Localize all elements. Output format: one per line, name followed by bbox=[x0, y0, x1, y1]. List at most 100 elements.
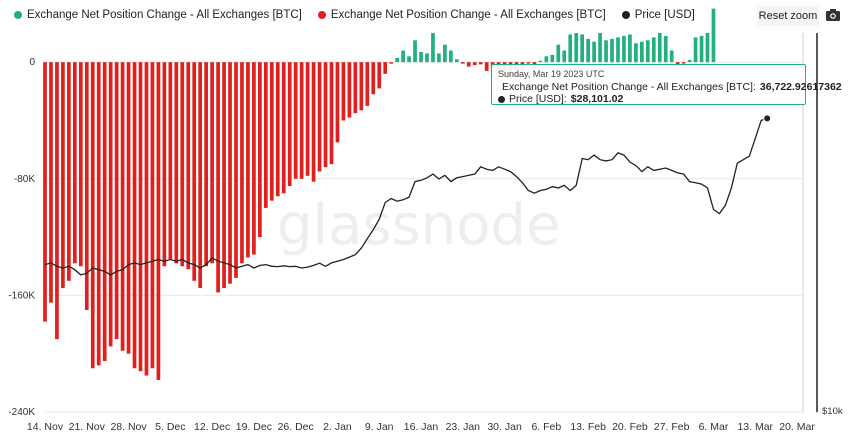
bar bbox=[198, 62, 203, 289]
camera-icon[interactable] bbox=[826, 9, 840, 21]
bar bbox=[616, 37, 620, 63]
bar bbox=[305, 62, 310, 176]
bar bbox=[675, 62, 680, 66]
bar bbox=[610, 38, 614, 63]
x-tick-label: 23. Jan bbox=[446, 421, 481, 433]
bar bbox=[699, 35, 704, 63]
tooltip-date: Sunday, Mar 19 2023 UTC bbox=[498, 69, 605, 79]
bar bbox=[538, 60, 543, 63]
tooltip-price-value: $28,101.02 bbox=[570, 93, 624, 105]
bar bbox=[449, 50, 453, 63]
bar bbox=[234, 62, 238, 278]
bar bbox=[478, 62, 483, 65]
bar bbox=[443, 44, 447, 63]
tooltip-row-series1: Exchange Net Position Change - All Excha… bbox=[498, 81, 842, 93]
bar bbox=[240, 62, 244, 264]
x-tick-label: 6. Feb bbox=[531, 421, 561, 433]
tooltip-dot-black-icon bbox=[498, 95, 505, 103]
bar bbox=[383, 62, 388, 74]
bar bbox=[67, 62, 71, 281]
legend-item-price[interactable]: Price [USD] bbox=[621, 9, 695, 21]
bar bbox=[204, 62, 208, 267]
bar bbox=[669, 50, 674, 63]
legend-label-negative: Exchange Net Position Change - All Excha… bbox=[330, 9, 606, 21]
bar bbox=[78, 62, 83, 267]
bar bbox=[586, 38, 590, 63]
bar bbox=[216, 62, 220, 293]
bar bbox=[246, 62, 250, 258]
bar bbox=[454, 59, 459, 63]
x-tick-label: 20. Feb bbox=[612, 421, 648, 433]
bar bbox=[634, 43, 638, 63]
bar bbox=[132, 62, 137, 369]
bar bbox=[598, 33, 602, 63]
bar bbox=[604, 40, 608, 63]
bar bbox=[484, 62, 489, 71]
bar bbox=[90, 62, 95, 369]
y-tick-label: -160K bbox=[8, 290, 35, 301]
bar bbox=[377, 62, 382, 89]
bar bbox=[329, 62, 334, 165]
bar bbox=[156, 62, 161, 380]
legend-dot-red-icon bbox=[317, 11, 326, 19]
legend-dot-black-icon bbox=[621, 11, 630, 19]
y-right-tick-label: $10k bbox=[822, 406, 843, 417]
bar bbox=[407, 56, 411, 63]
bar bbox=[580, 34, 585, 63]
legend-item-positive[interactable]: Exchange Net Position Change - All Excha… bbox=[14, 9, 302, 21]
x-tick-label: 27. Feb bbox=[654, 421, 690, 433]
bar bbox=[228, 62, 232, 284]
x-tick-label: 26. Dec bbox=[278, 421, 314, 433]
bar bbox=[705, 33, 710, 63]
bar bbox=[55, 62, 59, 340]
bar bbox=[144, 62, 149, 376]
bar bbox=[61, 62, 65, 289]
bar bbox=[437, 53, 441, 63]
legend-item-negative[interactable]: Exchange Net Position Change - All Excha… bbox=[317, 9, 606, 21]
watermark: glassnode bbox=[277, 193, 561, 258]
x-tick-label: 30. Jan bbox=[487, 421, 522, 433]
y-tick-label: -80K bbox=[14, 174, 35, 185]
bar bbox=[395, 57, 399, 63]
bar bbox=[365, 62, 370, 106]
bar bbox=[657, 33, 662, 63]
y-tick-label: 0 bbox=[29, 57, 35, 68]
reset-zoom-button[interactable]: Reset zoom bbox=[757, 6, 819, 26]
x-tick-label: 28. Nov bbox=[110, 421, 147, 433]
x-tick-label: 13. Feb bbox=[570, 421, 606, 433]
bar bbox=[162, 62, 167, 267]
legend: Exchange Net Position Change - All Excha… bbox=[14, 9, 695, 21]
bar bbox=[311, 62, 316, 182]
x-tick-label: 2. Jan bbox=[323, 421, 352, 433]
bar bbox=[258, 62, 262, 238]
price-line bbox=[44, 117, 768, 276]
bar bbox=[460, 62, 465, 64]
legend-label-price: Price [USD] bbox=[634, 9, 695, 21]
bar bbox=[72, 62, 77, 264]
tooltip-series1-value: 36,722.92617362 bbox=[759, 81, 842, 93]
x-tick-label: 5. Dec bbox=[155, 421, 185, 433]
bar bbox=[335, 62, 340, 143]
bar bbox=[252, 62, 256, 255]
bar bbox=[126, 62, 131, 354]
bar bbox=[180, 62, 185, 267]
bar bbox=[562, 50, 567, 63]
bar bbox=[43, 62, 47, 322]
bar bbox=[317, 62, 322, 172]
x-tick-label: 21. Nov bbox=[69, 421, 106, 433]
y-tick-label: -240K bbox=[8, 407, 35, 418]
bar bbox=[275, 62, 280, 197]
y-axis-left: 0 -80K -160K -240K bbox=[8, 57, 35, 418]
legend-label-positive: Exchange Net Position Change - All Excha… bbox=[27, 9, 302, 21]
bar bbox=[431, 33, 435, 63]
bar bbox=[120, 62, 125, 351]
tooltip: Sunday, Mar 19 2023 UTC Exchange Net Pos… bbox=[491, 64, 842, 105]
bar bbox=[186, 62, 191, 270]
bar bbox=[640, 41, 644, 63]
hover-point-price bbox=[763, 114, 772, 123]
bar bbox=[138, 62, 143, 372]
bar bbox=[622, 35, 626, 63]
bar bbox=[681, 62, 686, 64]
bar bbox=[281, 62, 286, 194]
